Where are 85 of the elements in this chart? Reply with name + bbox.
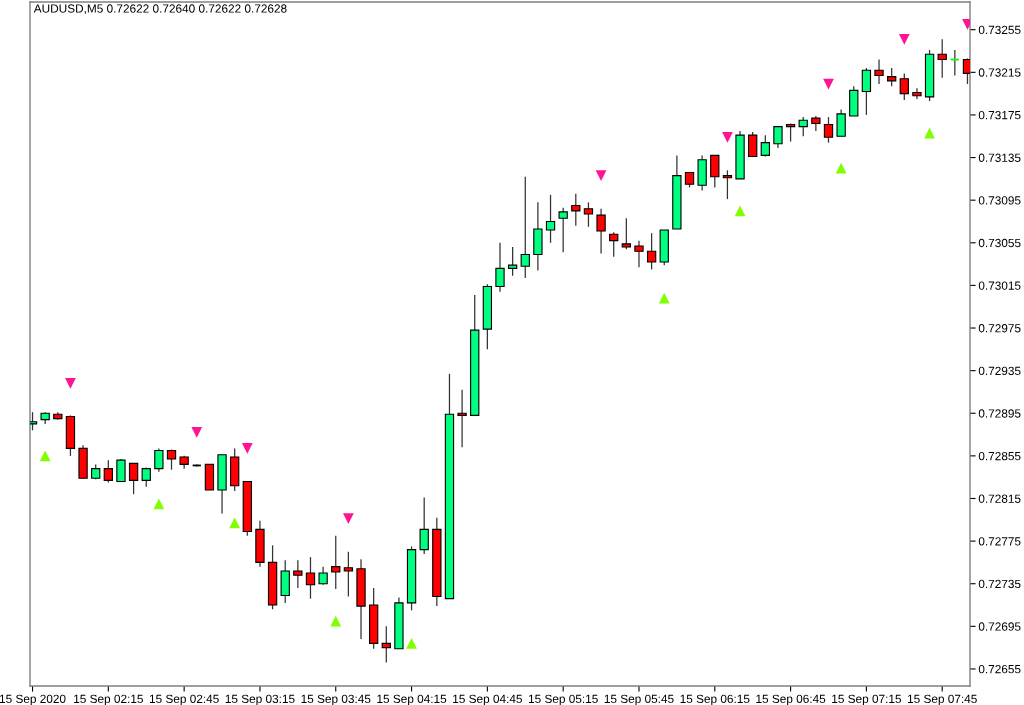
candlestick xyxy=(937,38,947,79)
candlestick xyxy=(596,208,606,255)
candlestick xyxy=(912,87,922,100)
y-tick-label: 0.73055 xyxy=(978,238,1021,248)
y-tick-label: 0.72855 xyxy=(978,451,1021,461)
x-tick-label: 15 Sep 03:15 xyxy=(225,694,295,705)
point xyxy=(39,450,51,462)
point xyxy=(722,131,733,143)
candlestick xyxy=(166,448,177,471)
candlestick xyxy=(457,389,467,448)
y-tick-label: 0.72935 xyxy=(978,366,1021,376)
y-tick-label: 0.72735 xyxy=(978,579,1021,589)
point xyxy=(241,443,253,454)
point xyxy=(153,498,165,510)
x-tick-label: 15 Sep 07:45 xyxy=(907,694,977,705)
x-tick-label: 15 Sep 04:15 xyxy=(377,694,447,705)
point xyxy=(658,292,670,304)
candlestick xyxy=(495,242,505,293)
y-tick-label: 0.73175 xyxy=(978,110,1021,120)
y-tick-label: 0.72815 xyxy=(978,494,1021,503)
y-tick-label: 0.73215 xyxy=(978,68,1021,77)
candlestick xyxy=(103,459,113,484)
x-tick-label: 15 Sep 2020 xyxy=(0,694,66,705)
x-tick-label: 15 Sep 06:45 xyxy=(756,694,826,705)
point xyxy=(229,517,241,529)
candlestick xyxy=(798,116,808,137)
candlestick xyxy=(154,447,164,473)
candlestick xyxy=(571,193,581,227)
candlestick xyxy=(823,116,834,144)
candlestick xyxy=(609,231,619,258)
candlestick xyxy=(128,462,139,495)
candlestick xyxy=(419,496,429,555)
point xyxy=(898,33,910,45)
candlestick xyxy=(30,411,38,431)
x-tick-label: 15 Sep 02:15 xyxy=(74,694,143,705)
candlestick xyxy=(381,625,391,664)
candlestick xyxy=(621,217,632,250)
candlestick xyxy=(305,556,316,600)
x-tick-label: 15 Sep 03:45 xyxy=(301,694,371,705)
x-tick-label: 15 Sep 02:45 xyxy=(149,694,219,705)
y-tick-label: 0.73095 xyxy=(978,196,1021,205)
y-tick-label: 0.72895 xyxy=(978,409,1021,418)
point xyxy=(734,205,746,217)
y-tick-label: 0.73135 xyxy=(978,153,1021,162)
candlestick xyxy=(785,122,796,143)
y-tick-label: 0.72655 xyxy=(978,664,1021,674)
y-tick-label: 0.73015 xyxy=(978,281,1021,290)
x-tick-label: 15 Sep 06:15 xyxy=(680,694,750,705)
candlestick xyxy=(293,559,303,589)
y-tick-label: 0.73255 xyxy=(978,25,1021,35)
point xyxy=(330,615,342,627)
x-tick-label: 15 Sep 05:45 xyxy=(604,694,674,705)
point xyxy=(65,378,76,389)
y-tick-label: 0.72975 xyxy=(978,324,1021,333)
candlestick xyxy=(520,176,530,279)
candlestick xyxy=(318,566,328,586)
y-tick-label: 0.72695 xyxy=(978,622,1021,631)
candlestick xyxy=(545,194,556,244)
x-tick-label: 15 Sep 05:15 xyxy=(528,694,598,705)
point xyxy=(191,427,203,438)
x-tick-label: 15 Sep 04:45 xyxy=(453,694,522,705)
candlestick xyxy=(646,232,657,271)
candlestick xyxy=(343,551,354,598)
candlestick xyxy=(748,131,758,158)
candlestick xyxy=(634,240,644,268)
point xyxy=(343,513,354,525)
candlestick xyxy=(773,126,783,149)
candlestick xyxy=(836,108,846,137)
candlestick xyxy=(722,169,733,200)
candlestick xyxy=(558,207,568,253)
x-tick-label: 15 Sep 07:15 xyxy=(832,694,902,705)
chart-title: AUDUSD,M5 0.72622 0.72640 0.72622 0.72628 xyxy=(33,4,287,15)
candlestick xyxy=(874,58,884,85)
candlestick xyxy=(861,67,872,116)
point xyxy=(406,638,417,649)
candlestick xyxy=(899,72,909,101)
candlestick xyxy=(331,535,341,590)
candlestick xyxy=(507,246,518,277)
point xyxy=(835,162,847,174)
y-tick-label: 0.72775 xyxy=(978,537,1021,546)
point xyxy=(595,170,607,182)
candlestick xyxy=(583,201,594,228)
candlestick xyxy=(887,67,897,87)
candlestick xyxy=(116,458,126,483)
candlestick xyxy=(710,154,720,189)
